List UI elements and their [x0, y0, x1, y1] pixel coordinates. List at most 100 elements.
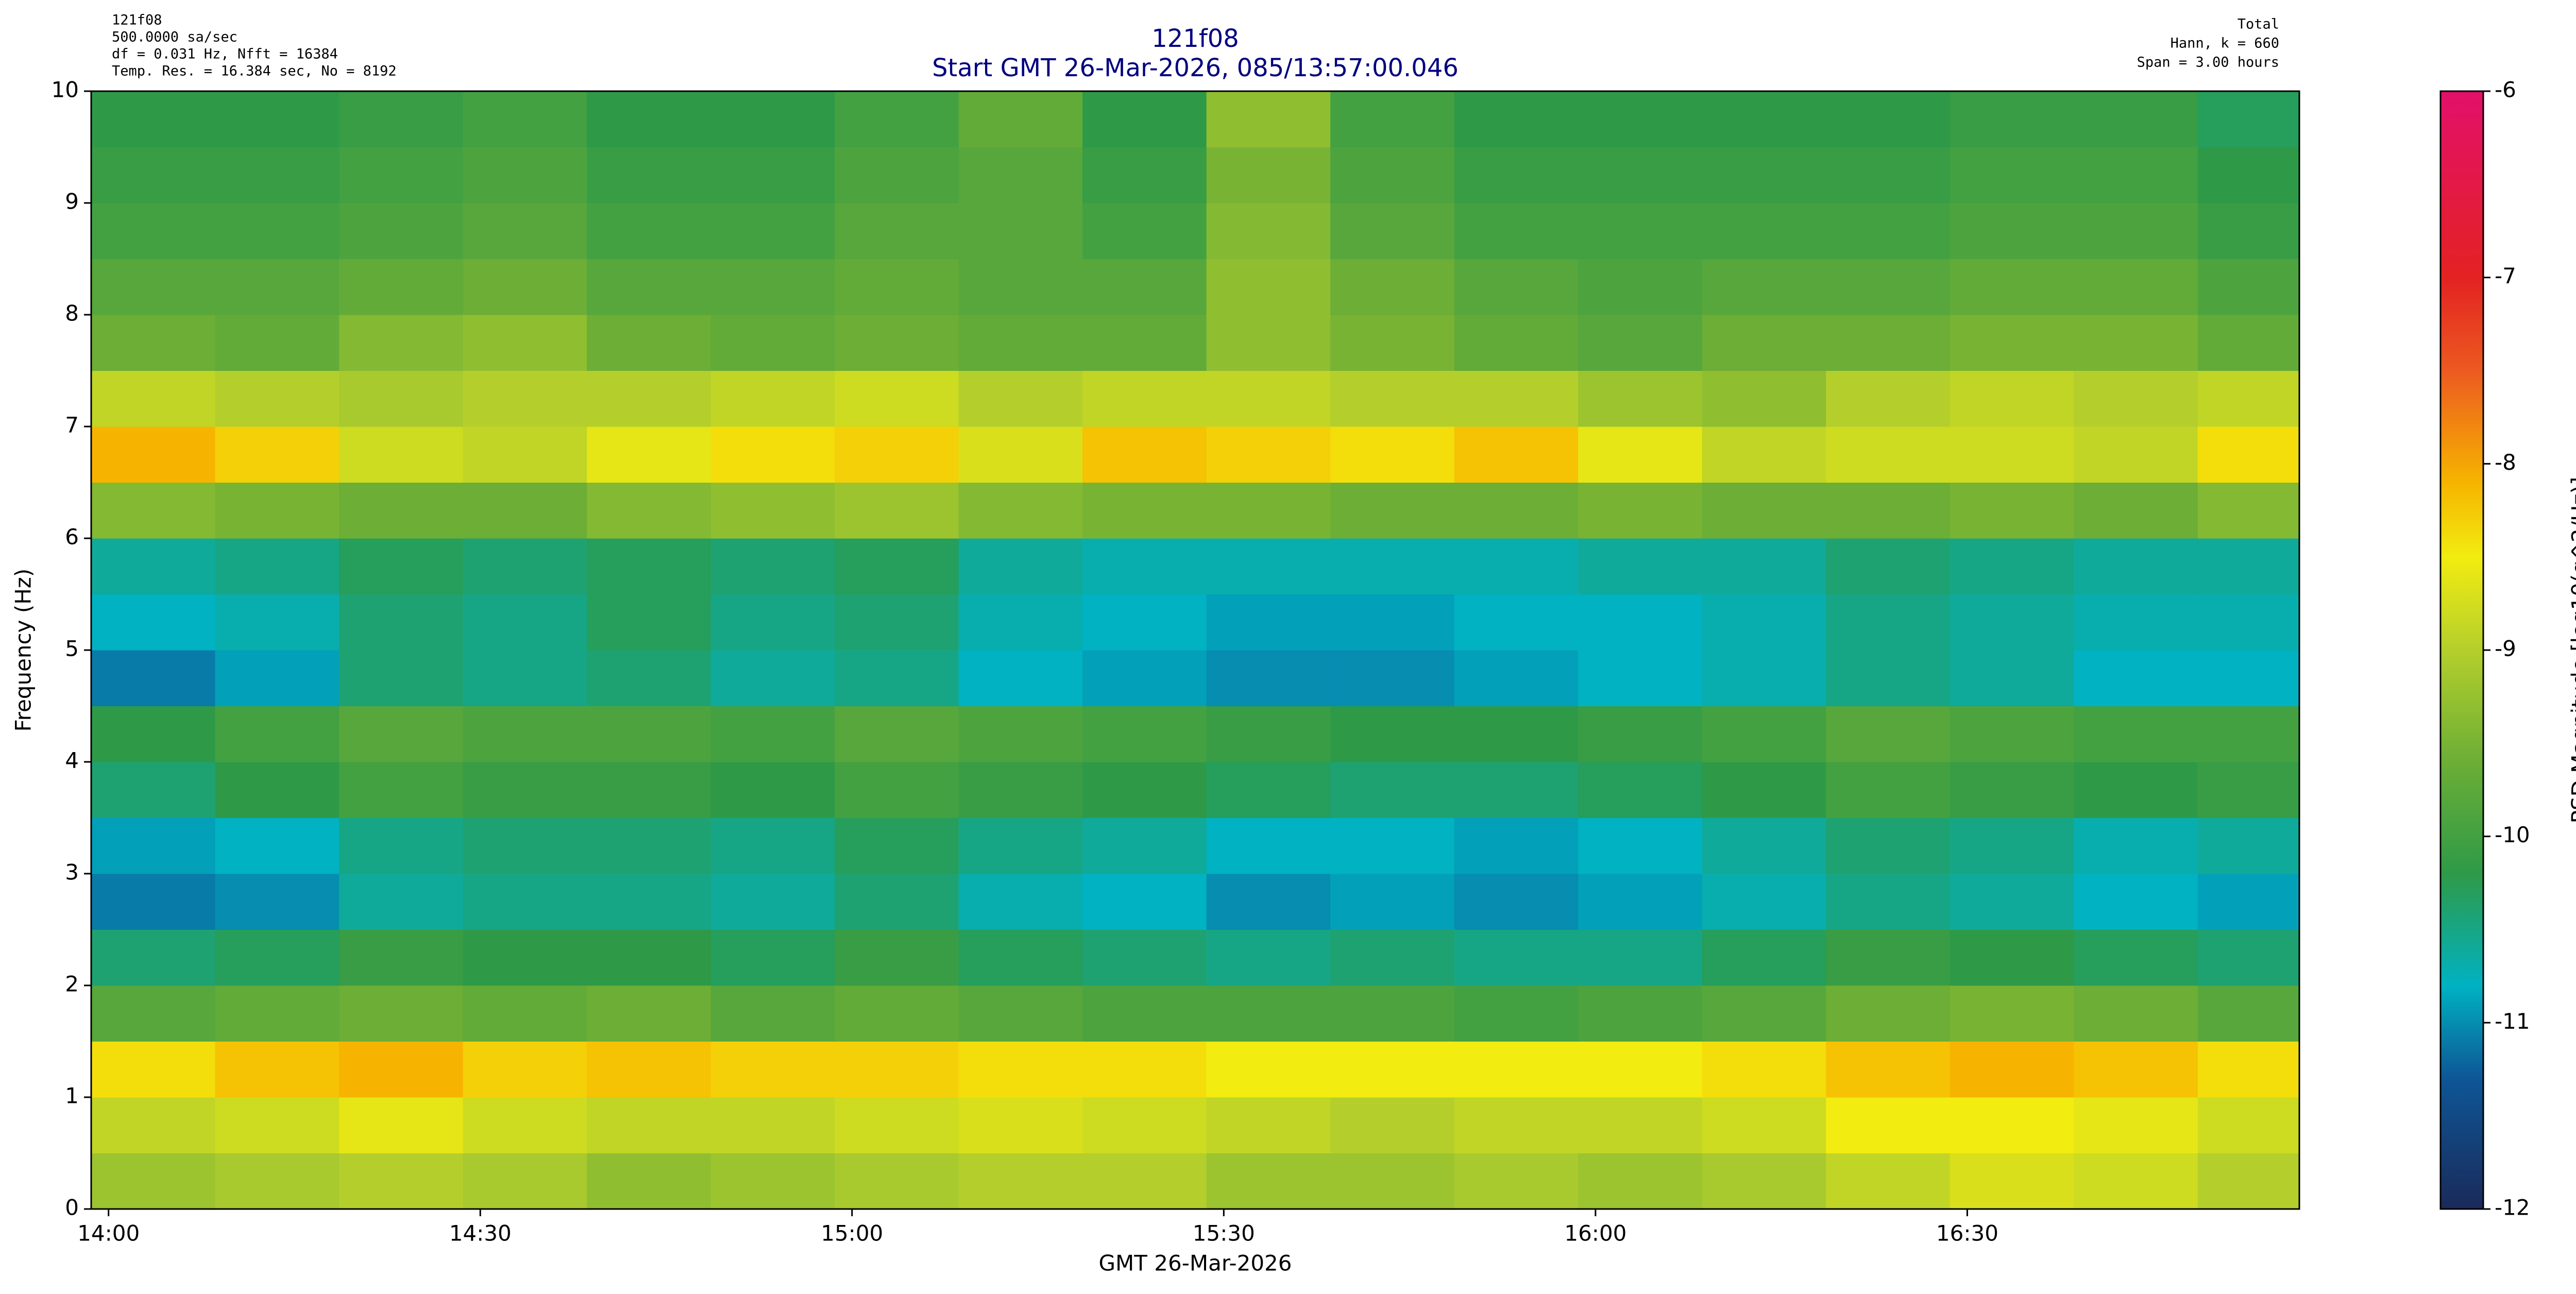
heatmap-cell	[1950, 762, 2074, 818]
heatmap-cell	[1082, 370, 1207, 427]
heatmap-cell	[1826, 762, 1951, 818]
heatmap-cell	[1578, 91, 1703, 147]
heatmap-cell	[1330, 147, 1455, 203]
heatmap-cell	[1702, 370, 1826, 427]
heatmap-cell	[1702, 594, 1826, 651]
heatmap-cell	[587, 706, 711, 762]
heatmap-cell	[835, 427, 959, 483]
heatmap-cell	[1330, 427, 1455, 483]
heatmap-cell	[1950, 315, 2074, 371]
heatmap-cell	[958, 985, 1083, 1042]
heatmap-cell	[710, 370, 835, 427]
heatmap-cell	[1454, 482, 1579, 539]
heatmap-cell	[1454, 594, 1579, 651]
heatmap-cell	[91, 818, 216, 874]
heatmap-cell	[835, 1153, 959, 1210]
heatmap-cell	[1578, 370, 1703, 427]
heatmap-cell	[1330, 370, 1455, 427]
heatmap-cell	[1826, 1041, 1951, 1098]
heatmap-cell	[1950, 203, 2074, 259]
heatmap-cell	[339, 147, 464, 203]
heatmap-cell	[339, 259, 464, 315]
heatmap-cell	[710, 147, 835, 203]
heatmap-cell	[1206, 482, 1331, 539]
heatmap-cell	[1082, 147, 1207, 203]
heatmap-cell	[1082, 762, 1207, 818]
heatmap-cell	[1206, 1153, 1331, 1210]
heatmap-cell	[1206, 370, 1331, 427]
heatmap-cell	[2074, 762, 2198, 818]
heatmap-cell	[1826, 929, 1951, 986]
heatmap-cell	[2197, 650, 2300, 706]
heatmap-cell	[215, 259, 340, 315]
heatmap-cell	[1578, 818, 1703, 874]
heatmap-cell	[1330, 818, 1455, 874]
heatmap-cell	[835, 762, 959, 818]
heatmap-cell	[2074, 1153, 2198, 1210]
heatmap-cell	[1454, 538, 1579, 594]
heatmap-cell	[587, 538, 711, 594]
heatmap-cell	[1206, 1041, 1331, 1098]
heatmap-cell	[339, 91, 464, 147]
heatmap-cell	[1330, 203, 1455, 259]
heatmap-cell	[1826, 203, 1951, 259]
heatmap-cell	[463, 538, 587, 594]
heatmap-cell	[1330, 594, 1455, 651]
heatmap-cell	[710, 203, 835, 259]
heatmap-cell	[587, 427, 711, 483]
colorbar-tick-label: -6	[2495, 77, 2516, 103]
heatmap-cell	[1702, 482, 1826, 539]
heatmap-cell	[2074, 985, 2198, 1042]
heatmap-cell	[1702, 929, 1826, 986]
heatmap-cell	[1082, 1041, 1207, 1098]
heatmap-cell	[710, 762, 835, 818]
heatmap-cell	[2197, 818, 2300, 874]
colorbar-tick-label: -7	[2495, 263, 2516, 288]
colorbar-tick-label: -11	[2495, 1009, 2530, 1034]
heatmap-cell	[339, 706, 464, 762]
heatmap-cell	[958, 594, 1083, 651]
heatmap-cell	[835, 147, 959, 203]
heatmap-cell	[1082, 594, 1207, 651]
heatmap-cell	[1702, 818, 1826, 874]
heatmap-cell	[91, 985, 216, 1042]
heatmap-cell	[215, 91, 340, 147]
heatmap-cell	[91, 91, 216, 147]
heatmap-cell	[587, 985, 711, 1042]
heatmap-cell	[1950, 929, 2074, 986]
heatmap-cell	[835, 985, 959, 1042]
heatmap-cell	[463, 706, 587, 762]
y-tick-label: 0	[65, 1195, 79, 1220]
heatmap-cell	[1206, 1097, 1331, 1153]
heatmap-cell	[1454, 203, 1579, 259]
heatmap-cell	[1330, 985, 1455, 1042]
heatmap-cell	[463, 874, 587, 930]
heatmap-cell	[1454, 818, 1579, 874]
heatmap-cell	[1206, 315, 1331, 371]
heatmap-cell	[215, 650, 340, 706]
chart-title: 121f08	[1151, 24, 1239, 53]
heatmap-cell	[1330, 874, 1455, 930]
heatmap-cell	[1082, 203, 1207, 259]
heatmap-cell	[835, 203, 959, 259]
heatmap-cell	[339, 203, 464, 259]
heatmap-cell	[91, 370, 216, 427]
heatmap-cell	[1702, 650, 1826, 706]
heatmap-cell	[2074, 259, 2198, 315]
heatmap-cell	[710, 594, 835, 651]
heatmap-cell	[1206, 91, 1331, 147]
heatmap-cell	[710, 818, 835, 874]
heatmap-cell	[1330, 315, 1455, 371]
heatmap-cell	[587, 91, 711, 147]
heatmap-cell	[1702, 147, 1826, 203]
heatmap-cell	[710, 1041, 835, 1098]
heatmap-cell	[215, 1153, 340, 1210]
heatmap-cell	[91, 427, 216, 483]
heatmap-cell	[587, 594, 711, 651]
heatmap-cell	[1950, 650, 2074, 706]
heatmap-cell	[339, 1041, 464, 1098]
heatmap-cell	[339, 1097, 464, 1153]
heatmap-cell	[1826, 1097, 1951, 1153]
heatmap-cell	[1702, 203, 1826, 259]
